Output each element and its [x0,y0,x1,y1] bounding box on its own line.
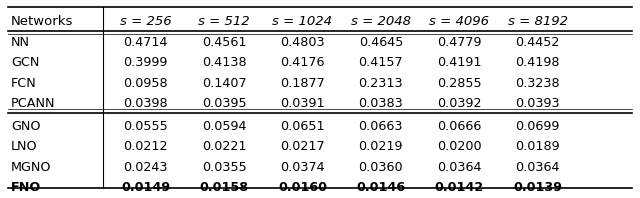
Text: 0.0355: 0.0355 [202,161,246,174]
Text: 0.1407: 0.1407 [202,77,246,90]
Text: 0.4645: 0.4645 [358,36,403,49]
Text: 0.0243: 0.0243 [124,161,168,174]
Text: 0.0391: 0.0391 [280,97,324,110]
Text: 0.0219: 0.0219 [358,140,403,153]
Text: 0.4176: 0.4176 [280,56,324,69]
Text: 0.0364: 0.0364 [437,161,481,174]
Text: 0.0395: 0.0395 [202,97,246,110]
Text: Networks: Networks [11,15,74,28]
Text: 0.0398: 0.0398 [124,97,168,110]
Text: 0.4191: 0.4191 [437,56,481,69]
Text: s = 4096: s = 4096 [429,15,489,28]
Text: s = 2048: s = 2048 [351,15,411,28]
Text: 0.3238: 0.3238 [515,77,560,90]
Text: 0.0139: 0.0139 [513,181,562,194]
Text: s = 1024: s = 1024 [273,15,332,28]
Text: 0.0212: 0.0212 [124,140,168,153]
Text: 0.4714: 0.4714 [124,36,168,49]
Text: GNO: GNO [11,120,40,133]
Text: GCN: GCN [11,56,39,69]
Text: 0.0149: 0.0149 [121,181,170,194]
Text: PCANN: PCANN [11,97,56,110]
Text: 0.4561: 0.4561 [202,36,246,49]
Text: 0.0958: 0.0958 [124,77,168,90]
Text: 0.0383: 0.0383 [358,97,403,110]
Text: 0.0146: 0.0146 [356,181,405,194]
Text: 0.0200: 0.0200 [437,140,481,153]
Text: 0.4803: 0.4803 [280,36,324,49]
Text: 0.0221: 0.0221 [202,140,246,153]
Text: 0.0160: 0.0160 [278,181,327,194]
Text: FCN: FCN [11,77,36,90]
Text: FNO: FNO [11,181,41,194]
Text: 0.0142: 0.0142 [435,181,484,194]
Text: 0.0663: 0.0663 [358,120,403,133]
Text: 0.0364: 0.0364 [515,161,560,174]
Text: LNO: LNO [11,140,38,153]
Text: 0.4198: 0.4198 [515,56,560,69]
Text: s = 8192: s = 8192 [508,15,568,28]
Text: MGNO: MGNO [11,161,51,174]
Text: 0.4452: 0.4452 [515,36,560,49]
Text: 0.0555: 0.0555 [124,120,168,133]
Text: 0.0651: 0.0651 [280,120,324,133]
Text: 0.4779: 0.4779 [437,36,481,49]
Text: NN: NN [11,36,30,49]
Text: 0.0392: 0.0392 [437,97,481,110]
Text: 0.0699: 0.0699 [515,120,560,133]
Text: 0.2855: 0.2855 [437,77,481,90]
Text: 0.3999: 0.3999 [124,56,168,69]
Text: s = 256: s = 256 [120,15,172,28]
Text: 0.2313: 0.2313 [358,77,403,90]
Text: 0.0189: 0.0189 [515,140,560,153]
Text: 0.0360: 0.0360 [358,161,403,174]
Text: s = 512: s = 512 [198,15,250,28]
Text: 0.0393: 0.0393 [515,97,560,110]
Text: 0.0158: 0.0158 [200,181,249,194]
Text: 0.4157: 0.4157 [358,56,403,69]
Text: 0.0594: 0.0594 [202,120,246,133]
Text: 0.0217: 0.0217 [280,140,324,153]
Text: 0.1877: 0.1877 [280,77,325,90]
Text: 0.0374: 0.0374 [280,161,324,174]
Text: 0.4138: 0.4138 [202,56,246,69]
Text: 0.0666: 0.0666 [437,120,481,133]
